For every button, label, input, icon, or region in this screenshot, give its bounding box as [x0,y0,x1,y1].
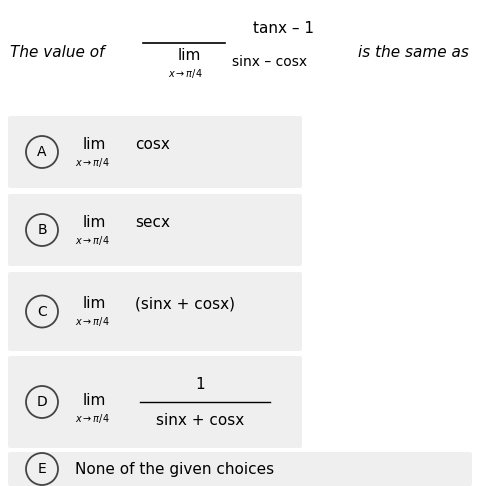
Text: $x \to \pi/4$: $x \to \pi/4$ [168,67,203,80]
Text: lim: lim [83,214,106,229]
Text: sinx – cosx: sinx – cosx [232,55,307,69]
Text: $x \to \pi/4$: $x \to \pi/4$ [75,412,109,424]
FancyBboxPatch shape [8,194,302,266]
FancyBboxPatch shape [8,452,471,486]
Text: The value of: The value of [10,45,104,59]
Text: secx: secx [135,214,170,229]
Text: is the same as: is the same as [357,45,468,59]
Text: $x \to \pi/4$: $x \to \pi/4$ [75,233,109,246]
Text: 1: 1 [195,377,204,392]
Text: sinx + cosx: sinx + cosx [156,413,244,428]
Text: B: B [37,223,47,237]
Text: lim: lim [83,296,106,311]
Text: $x \to \pi/4$: $x \to \pi/4$ [75,315,109,328]
FancyBboxPatch shape [8,356,302,448]
Text: lim: lim [178,48,201,63]
Text: A: A [37,145,47,159]
Text: $x \to \pi/4$: $x \to \pi/4$ [75,156,109,169]
Text: (sinx + cosx): (sinx + cosx) [135,296,235,311]
Text: lim: lim [83,393,106,407]
Text: None of the given choices: None of the given choices [75,462,274,476]
Text: D: D [37,395,47,409]
FancyBboxPatch shape [8,116,302,188]
Text: C: C [37,305,47,318]
FancyBboxPatch shape [8,272,302,351]
Text: tanx – 1: tanx – 1 [253,20,314,35]
Text: E: E [38,462,46,476]
Text: lim: lim [83,137,106,152]
Text: cosx: cosx [135,137,169,152]
